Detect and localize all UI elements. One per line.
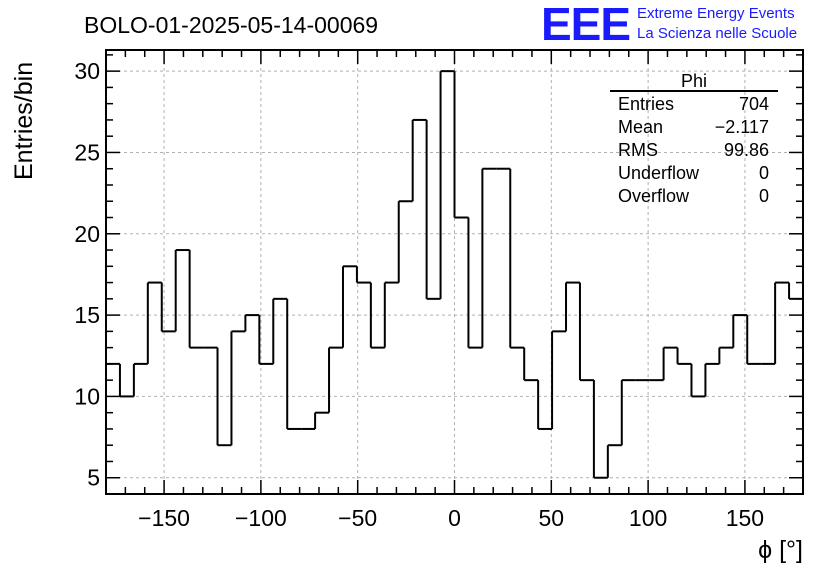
stats-row-value: 99.86 — [724, 140, 769, 160]
x-axis-label: ϕ [°] — [758, 536, 803, 564]
x-tick-label: 0 — [448, 505, 461, 531]
stats-row-value: 704 — [739, 94, 769, 114]
y-tick-label: 10 — [74, 383, 100, 409]
y-axis-label: Entries/bin — [10, 62, 38, 180]
logo-line-1: Extreme Energy Events — [637, 5, 795, 22]
histogram-series — [106, 70, 803, 479]
stats-row-label: Entries — [618, 94, 674, 114]
x-tick-label: −100 — [235, 505, 287, 531]
x-tick-label: −50 — [338, 505, 377, 531]
x-tick-label: 50 — [539, 505, 565, 531]
y-tick-label: 30 — [74, 58, 100, 84]
x-tick-label: 100 — [629, 505, 667, 531]
y-tick-label: 25 — [74, 139, 100, 165]
stats-box-rows: Entries 704 Mean −2.117 RMS 99.86 Underflow 0 Ov… — [618, 94, 769, 206]
stats-row-label: Overflow — [618, 186, 690, 206]
y-tick-label: 5 — [87, 465, 100, 491]
logo-line-2: La Scienza nelle Scuole — [637, 25, 797, 42]
x-tick-label: −150 — [138, 505, 190, 531]
axes: −150 −100 −50 0 50 100 150 5 10 15 20 25 30 — [74, 49, 804, 531]
stats-row-label: Mean — [618, 117, 663, 137]
stats-box: Phi Entries 704 Mean −2.117 RMS 99.86 Underflo… — [610, 71, 778, 206]
stats-row-label: Underflow — [618, 163, 700, 183]
eee-logo: EEE Extreme Energy Events La Scienza nel… — [541, 0, 797, 50]
stats-row-label: RMS — [618, 140, 658, 160]
stats-box-title: Phi — [681, 71, 707, 91]
x-tick-label: 150 — [726, 505, 764, 531]
stats-row-value: 0 — [759, 163, 769, 183]
logo-mark: EEE — [541, 0, 630, 50]
stats-row-value: 0 — [759, 186, 769, 206]
y-tick-label: 15 — [74, 302, 100, 328]
stats-row-value: −2.117 — [715, 117, 769, 137]
y-tick-label: 20 — [74, 221, 100, 247]
chart-title: BOLO-01-2025-05-14-00069 — [84, 12, 378, 38]
